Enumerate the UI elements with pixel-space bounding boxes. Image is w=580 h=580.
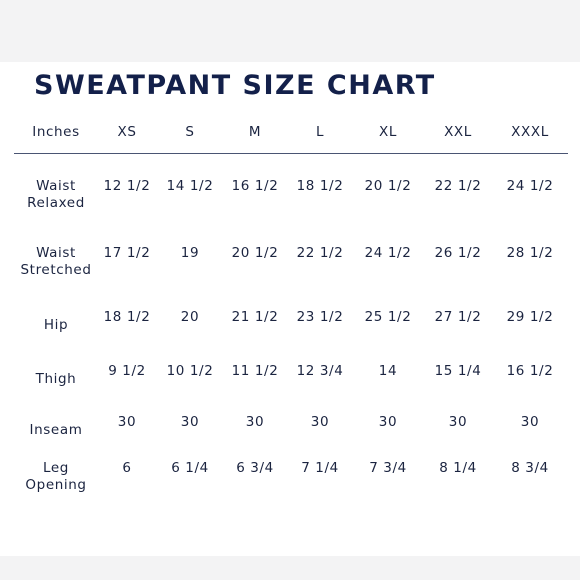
table-cell: 11 1/2 (231, 363, 279, 379)
table-cell: 30 (117, 414, 137, 430)
table-row: Thigh 9 1/2 10 1/2 11 1/2 12 3/4 14 15 1/4 16 1… (0, 363, 580, 403)
table-cell: 20 1/2 (364, 178, 412, 194)
table-row: Inseam 30 30 30 30 30 30 30 (0, 414, 580, 454)
row-label: Inseam (1, 422, 111, 439)
row-label: Waist Relaxed (1, 178, 111, 212)
table-row: Waist Stretched 17 1/2 19 20 1/2 22 1/2 24 1/2… (0, 245, 580, 285)
table-cell: 24 1/2 (506, 178, 554, 194)
table-cell: 24 1/2 (364, 245, 412, 261)
table-cell: 27 1/2 (434, 309, 482, 325)
row-label-line: Stretched (20, 262, 92, 278)
table-cell: 20 1/2 (231, 245, 279, 261)
table-cell: 7 1/4 (301, 460, 339, 476)
column-header-size: M (248, 124, 262, 140)
row-label-line: Waist (36, 245, 76, 261)
page-title: SWEATPANT SIZE CHART (34, 70, 436, 101)
table-cell: 8 1/4 (439, 460, 477, 476)
column-header-size: XXL (444, 124, 472, 140)
table-cell: 22 1/2 (434, 178, 482, 194)
row-label-line: Thigh (35, 371, 77, 387)
table-cell: 19 (180, 245, 200, 261)
table-cell: 18 1/2 (296, 178, 344, 194)
table-cell: 23 1/2 (296, 309, 344, 325)
column-header-size: S (185, 124, 195, 140)
row-label: Waist Stretched (1, 245, 111, 279)
table-cell: 25 1/2 (364, 309, 412, 325)
table-cell: 12 1/2 (103, 178, 151, 194)
table-cell: 30 (448, 414, 468, 430)
table-row: Leg Opening 6 6 1/4 6 3/4 7 1/4 7 3/4 8 1/4 8 3/… (0, 460, 580, 500)
table-cell: 10 1/2 (166, 363, 214, 379)
table-cell: 26 1/2 (434, 245, 482, 261)
table-cell: 8 3/4 (511, 460, 549, 476)
table-cell: 12 3/4 (296, 363, 344, 379)
column-header-unit: Inches (32, 124, 80, 140)
header-divider (14, 153, 568, 154)
table-cell: 17 1/2 (103, 245, 151, 261)
table-header-row: Inches XS S M L XL XXL XXXL (0, 124, 580, 146)
table-cell: 22 1/2 (296, 245, 344, 261)
table-cell: 16 1/2 (231, 178, 279, 194)
table-cell: 6 (122, 460, 132, 476)
row-label-line: Leg (43, 460, 69, 476)
table-cell: 6 3/4 (236, 460, 274, 476)
table-cell: 18 1/2 (103, 309, 151, 325)
column-header-size: L (315, 124, 325, 140)
row-label-line: Waist (36, 178, 76, 194)
row-label-line: Hip (43, 317, 69, 333)
table-cell: 20 (180, 309, 200, 325)
column-header-size: XL (379, 124, 397, 140)
table-cell: 21 1/2 (231, 309, 279, 325)
table-cell: 30 (520, 414, 540, 430)
column-header-size: XXXL (511, 124, 549, 140)
table-row: Hip 18 1/2 20 21 1/2 23 1/2 25 1/2 27 1/2 29 1/… (0, 309, 580, 349)
table-cell: 28 1/2 (506, 245, 554, 261)
table-cell: 15 1/4 (434, 363, 482, 379)
row-label: Leg Opening (1, 460, 111, 494)
table-cell: 14 (378, 363, 398, 379)
table-cell: 14 1/2 (166, 178, 214, 194)
table-cell: 7 3/4 (369, 460, 407, 476)
table-cell: 30 (378, 414, 398, 430)
row-label-line: Opening (25, 477, 87, 493)
table-cell: 9 1/2 (108, 363, 146, 379)
table-cell: 6 1/4 (171, 460, 209, 476)
column-header-size: XS (117, 124, 137, 140)
table-cell: 30 (245, 414, 265, 430)
table-cell: 16 1/2 (506, 363, 554, 379)
table-cell: 29 1/2 (506, 309, 554, 325)
row-label: Hip (1, 317, 111, 334)
table-cell: 30 (180, 414, 200, 430)
row-label-line: Relaxed (27, 195, 85, 211)
row-label: Thigh (1, 371, 111, 388)
table-cell: 30 (310, 414, 330, 430)
row-label-line: Inseam (29, 422, 83, 438)
table-row: Waist Relaxed 12 1/2 14 1/2 16 1/2 18 1/2 20 1… (0, 178, 580, 218)
